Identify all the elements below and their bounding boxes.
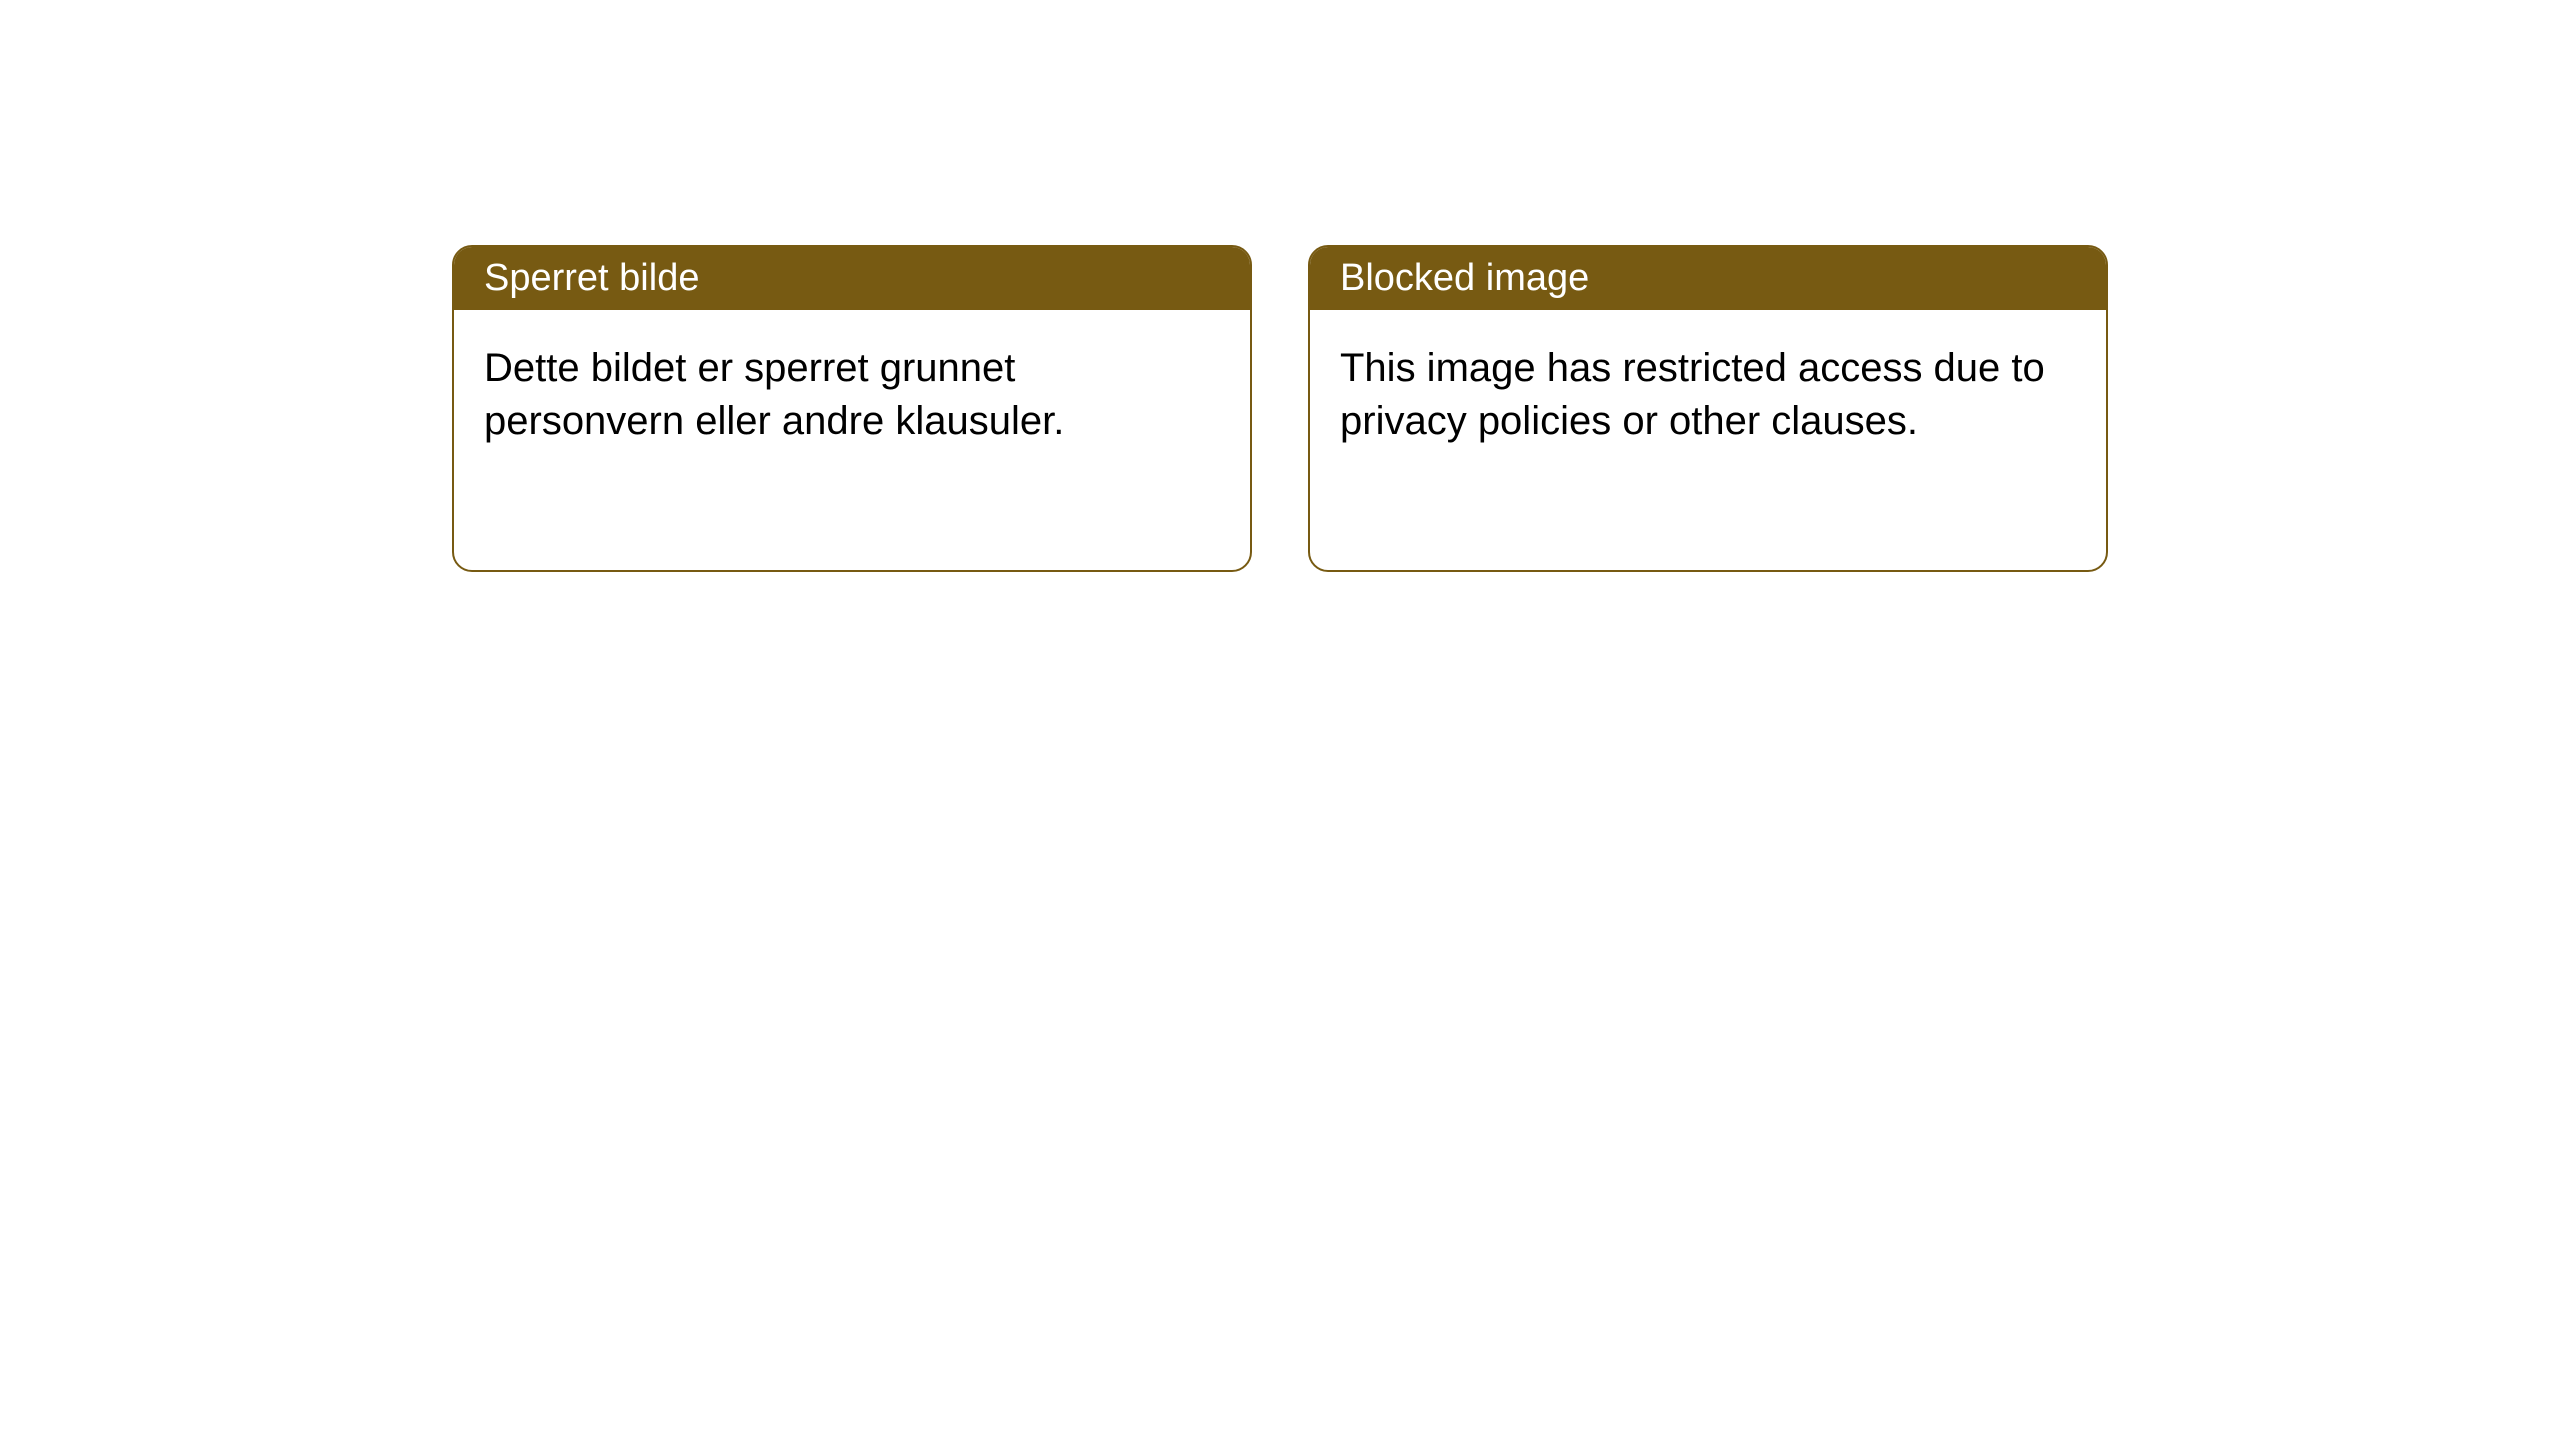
notice-title-no: Sperret bilde <box>454 247 1250 310</box>
notice-title-en: Blocked image <box>1310 247 2106 310</box>
notice-body-no: Dette bildet er sperret grunnet personve… <box>454 310 1250 570</box>
notice-body-en: This image has restricted access due to … <box>1310 310 2106 570</box>
notice-card-no: Sperret bilde Dette bildet er sperret gr… <box>452 245 1252 572</box>
notice-card-en: Blocked image This image has restricted … <box>1308 245 2108 572</box>
notice-row: Sperret bilde Dette bildet er sperret gr… <box>452 245 2108 572</box>
